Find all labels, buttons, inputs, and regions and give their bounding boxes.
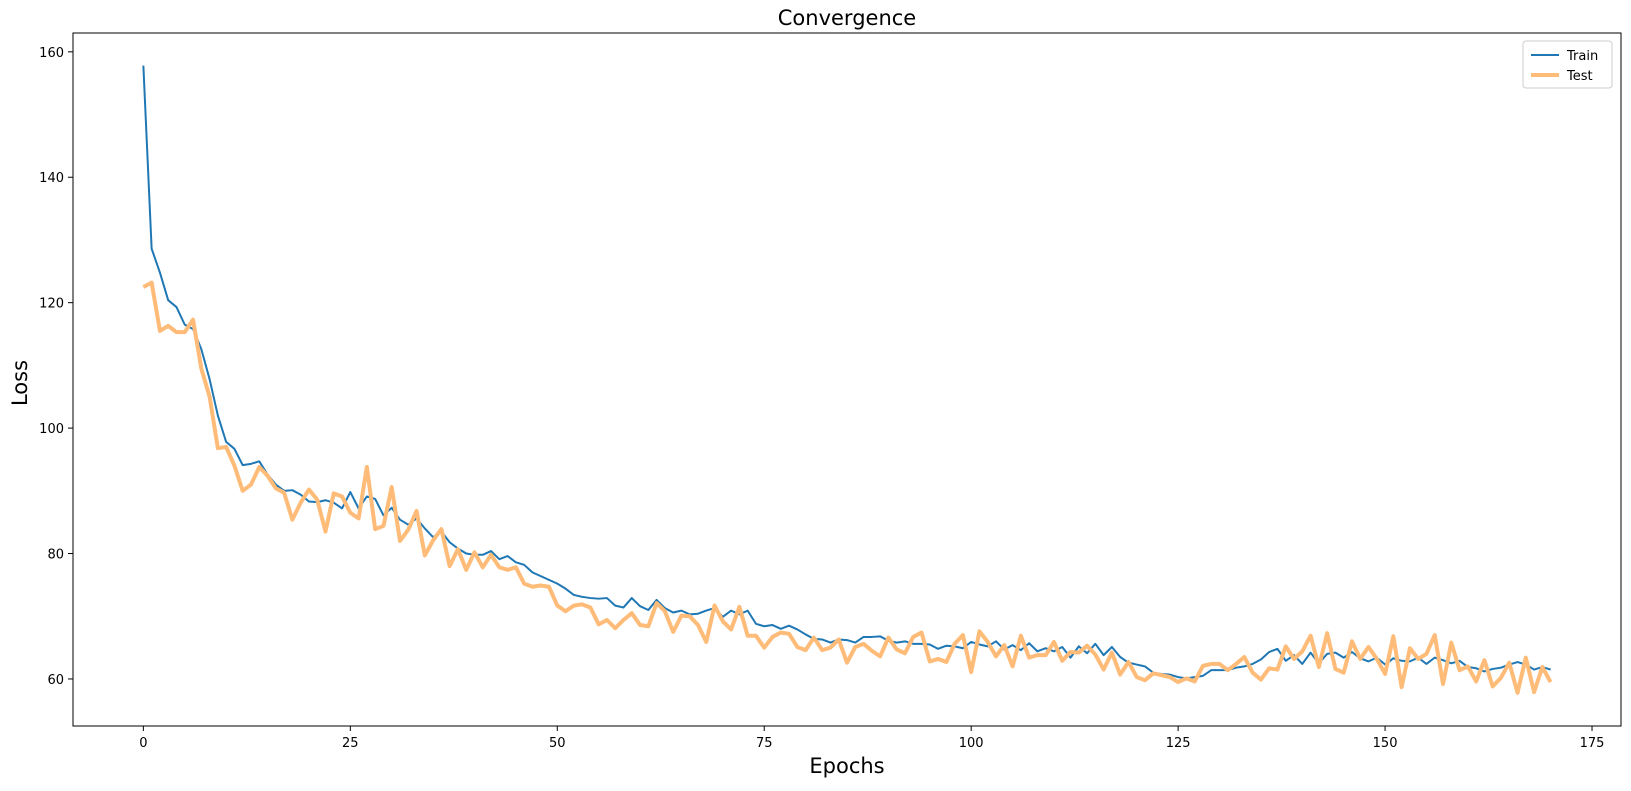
plot-frame xyxy=(72,32,1622,727)
legend-label-train: Train xyxy=(1566,49,1598,64)
y-tick-label: 160 xyxy=(39,46,64,61)
x-tick-label: 75 xyxy=(756,736,773,751)
y-tick-label: 140 xyxy=(39,171,64,186)
legend: Train Test xyxy=(1522,40,1613,89)
chart-title: Convergence xyxy=(778,6,916,30)
axes: 0 25 50 75 100 125 150 175 60 80 100 120 140 160 xyxy=(39,46,1604,751)
series-line-train xyxy=(142,65,1551,680)
x-tick-label: 100 xyxy=(959,736,984,751)
plot-area xyxy=(142,65,1553,695)
x-tick-label: 175 xyxy=(1580,736,1605,751)
x-tick-label: 50 xyxy=(549,736,566,751)
x-tick-label: 25 xyxy=(342,736,359,751)
x-tick-label: 150 xyxy=(1373,736,1398,751)
y-tick-label: 100 xyxy=(39,422,64,437)
x-tick-label: 125 xyxy=(1166,736,1191,751)
y-tick-label: 60 xyxy=(47,673,64,688)
x-tick-label: 0 xyxy=(139,736,147,751)
y-tick-label: 120 xyxy=(39,297,64,312)
y-axis-label: Loss xyxy=(8,360,32,406)
y-tick-label: 80 xyxy=(47,548,64,563)
series-line-test xyxy=(142,280,1553,695)
legend-label-test: Test xyxy=(1566,69,1593,84)
x-axis-label: Epochs xyxy=(809,754,884,778)
